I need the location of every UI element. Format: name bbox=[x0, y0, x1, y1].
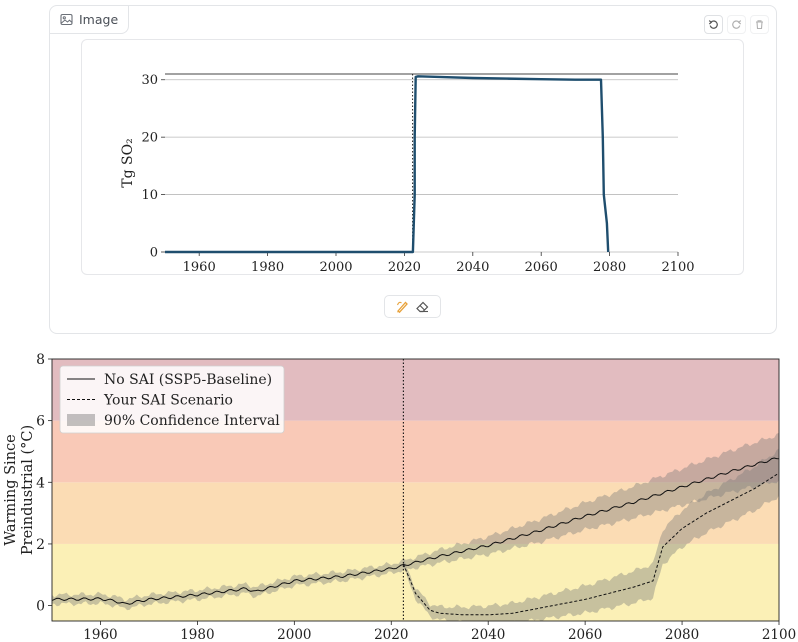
so2-drawn-line bbox=[165, 75, 610, 254]
brush-button[interactable] bbox=[395, 299, 410, 314]
legend: No SAI (SSP5-Baseline) Your SAI Scenario 9… bbox=[59, 365, 285, 434]
image-panel-title: Image bbox=[79, 12, 119, 27]
y-axis-label: Tg SO₂ bbox=[120, 138, 136, 187]
x-tick-label: 2060 bbox=[525, 260, 558, 275]
x-tick-label: 2020 bbox=[374, 627, 408, 642]
sai-scenario-line bbox=[402, 472, 779, 616]
y-tick-label: 6 bbox=[36, 414, 45, 430]
legend-swatch-confidence bbox=[67, 414, 95, 426]
eraser-icon bbox=[416, 301, 429, 313]
risk-band bbox=[52, 543, 779, 621]
warming-chart: 0 2 4 6 8 1960 1980 2000 2020 2040 2060 2080 2100 War… bbox=[3, 352, 796, 642]
x-tick-label: 2040 bbox=[471, 627, 505, 642]
y-axis-label-line: Preindustrial (°C) bbox=[20, 425, 36, 555]
x-tick-label: 1980 bbox=[251, 260, 284, 275]
x-tick-label: 2040 bbox=[456, 260, 489, 275]
x-tick-label: 1960 bbox=[183, 260, 216, 275]
delete-button[interactable] bbox=[750, 15, 769, 34]
x-tick-label: 2100 bbox=[762, 627, 796, 642]
image-panel-label: Image bbox=[50, 6, 130, 34]
x-tick-label: 1960 bbox=[83, 627, 117, 642]
redo-button[interactable] bbox=[727, 15, 746, 34]
drawing-canvas[interactable]: 0 10 20 30 1960 1980 2000 2020 2040 2060 2080 2100 T… bbox=[81, 39, 744, 275]
y-tick-label: 0 bbox=[150, 246, 158, 261]
undo-icon bbox=[708, 20, 718, 29]
brush-icon bbox=[396, 301, 408, 314]
y-tick-label: 8 bbox=[36, 352, 45, 368]
y-tick-label: 30 bbox=[141, 73, 158, 88]
image-icon bbox=[60, 13, 73, 26]
plot-area bbox=[52, 359, 779, 621]
legend-label: Your SAI Scenario bbox=[103, 393, 233, 409]
baseline-line bbox=[52, 457, 779, 605]
warming-chart-container: 0 2 4 6 8 1960 1980 2000 2020 2040 2060 2080 2100 War… bbox=[0, 346, 798, 642]
trash-icon bbox=[756, 20, 763, 30]
eraser-button[interactable] bbox=[415, 299, 430, 314]
y-axis-label: Warming SincePreindustrial (°C) bbox=[3, 425, 36, 555]
y-tick-label: 4 bbox=[36, 475, 45, 491]
pen-tools bbox=[384, 295, 441, 318]
undo-button[interactable] bbox=[704, 15, 723, 34]
y-tick-label: 10 bbox=[141, 188, 158, 203]
legend-label: No SAI (SSP5-Baseline) bbox=[104, 372, 272, 388]
confidence-band-sai bbox=[403, 448, 779, 621]
editor-toolbar bbox=[704, 15, 769, 34]
legend-box bbox=[59, 365, 285, 434]
x-tick-label: 2100 bbox=[661, 260, 694, 275]
x-tick-label: 2020 bbox=[388, 260, 421, 275]
so2-chart[interactable]: 0 10 20 30 1960 1980 2000 2020 2040 2060 2080 2100 T… bbox=[82, 40, 744, 275]
redo-icon bbox=[732, 20, 742, 29]
plot-frame bbox=[51, 358, 780, 622]
y-tick-label: 20 bbox=[141, 131, 158, 146]
x-tick-label: 2080 bbox=[665, 627, 699, 642]
image-editor-panel: Image 0 10 20 30 1960 1980 2000 2020 2040 2060 208… bbox=[49, 5, 777, 334]
risk-band bbox=[52, 482, 779, 544]
y-tick-label: 0 bbox=[36, 599, 45, 615]
x-tick-label: 2060 bbox=[568, 627, 602, 642]
y-tick-label: 2 bbox=[36, 537, 45, 553]
x-tick-label: 2000 bbox=[319, 260, 352, 275]
x-tick-label: 2080 bbox=[593, 260, 626, 275]
x-tick-label: 2000 bbox=[277, 627, 311, 642]
y-axis-label-line: Warming Since bbox=[3, 434, 19, 545]
x-tick-label: 1980 bbox=[180, 627, 214, 642]
legend-label: 90% Confidence Interval bbox=[104, 413, 280, 429]
